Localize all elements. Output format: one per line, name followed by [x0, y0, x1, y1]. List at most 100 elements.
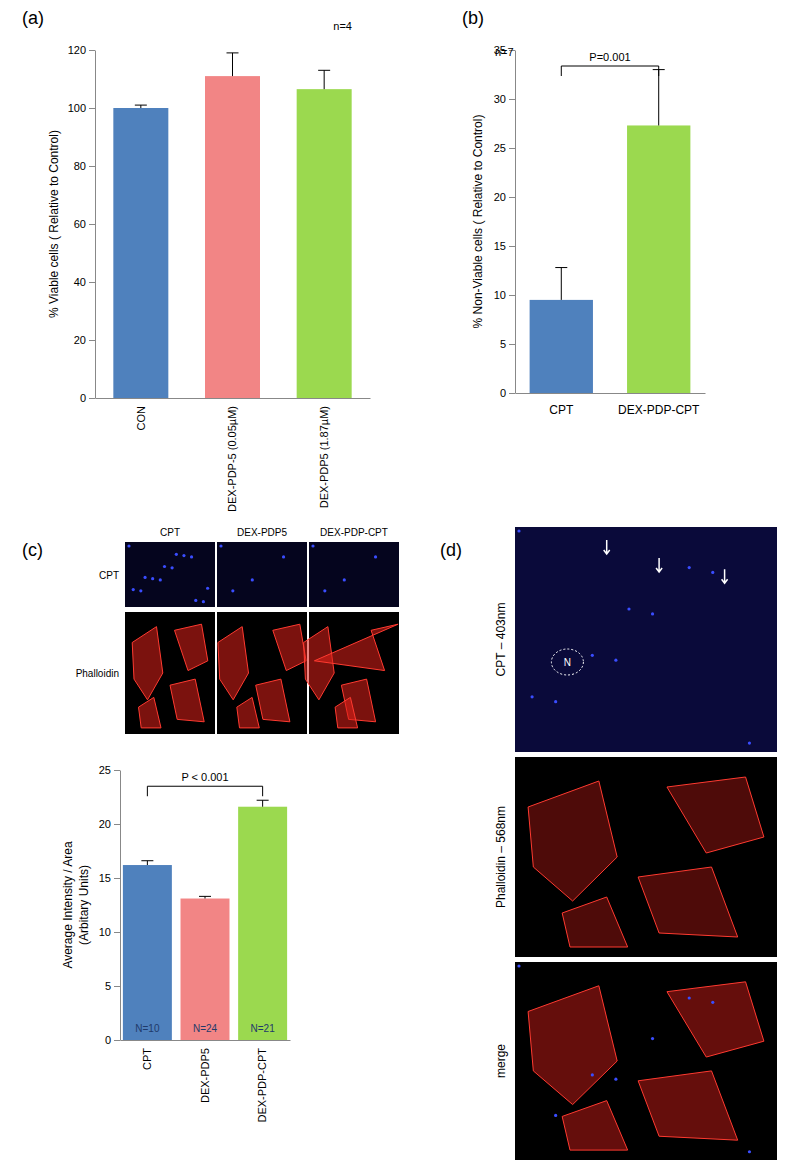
y-axis: 0510152025: [99, 764, 121, 1046]
fluorescent-dot: [139, 589, 142, 592]
fluorescent-dot: [711, 571, 714, 574]
cell-shape: [273, 624, 306, 670]
error-cap: [555, 267, 567, 268]
image-panel: (c)CPTDEX-PDP5DEX-PDP-CPTCPTPhalloidin: [22, 527, 399, 734]
tick: 100: [68, 102, 95, 114]
category-label: DEX-PDP-CPT: [256, 1048, 268, 1123]
tick-mark: [89, 340, 95, 341]
category-label: CPT: [549, 403, 574, 417]
error-bar: [141, 861, 153, 865]
fluorescent-dot: [711, 1001, 714, 1004]
error-bar: [318, 70, 330, 89]
tick-mark: [89, 50, 95, 51]
tick-label: 40: [74, 276, 86, 288]
fluorescent-dot: [374, 555, 377, 558]
axis-line: [120, 771, 121, 1041]
tick-mark: [509, 246, 515, 247]
image-panel: (d)CPT – 403nmNPhalloidin – 568nmmerge: [440, 527, 777, 1160]
tick: 10: [494, 289, 515, 301]
fluorescent-dot: [343, 578, 346, 581]
fluorescent-dot: [182, 554, 185, 557]
error-bar: [555, 268, 567, 300]
micrograph: [125, 542, 215, 607]
tick-mark: [509, 148, 515, 149]
axis-title: % Viable cells ( Relative to Control): [47, 130, 61, 318]
category-label: DEX-PDP5: [199, 1048, 211, 1103]
panel-label: (a): [22, 8, 44, 28]
tick: 5: [105, 980, 120, 992]
cell-shape: [667, 982, 764, 1057]
fluorescent-dot: [748, 742, 751, 745]
panel-label: (d): [440, 540, 462, 560]
axis-title: % Non-Viable cells ( Relative to Control…: [471, 115, 485, 329]
cell-shape: [256, 679, 290, 722]
x-axis: CPT DEX-PDP-CPT: [516, 394, 706, 417]
micrograph: [217, 542, 307, 607]
tick-label: 0: [500, 387, 506, 399]
fluorescent-dot: [190, 555, 193, 558]
error-cap: [227, 52, 239, 53]
fluorescent-dot: [282, 555, 285, 558]
x-axis: CONDEX-PDP-5 (0.05µM)DEX-PDP5 (1.87µM): [96, 399, 371, 512]
tick-label: 20: [99, 818, 111, 830]
error-cap: [141, 860, 153, 861]
error-cap: [318, 70, 330, 71]
tick-mark: [89, 108, 95, 109]
tick-label: 120: [68, 44, 86, 56]
error-cap: [199, 896, 211, 897]
tick: 20: [494, 191, 515, 203]
fluorescent-dot: [517, 529, 520, 532]
tick: 0: [500, 387, 515, 399]
row-label: Phalloidin: [76, 668, 119, 679]
y-axis: 05101520253035: [494, 44, 516, 399]
tick: 15: [494, 240, 515, 252]
nucleus-outline: [551, 649, 583, 675]
axis-line: [96, 398, 371, 399]
axis-line: [515, 51, 516, 394]
tick: 40: [74, 276, 95, 288]
fluorescent-dot: [231, 589, 234, 592]
fluorescent-dot: [311, 544, 314, 547]
error-stem: [147, 861, 148, 865]
axis-title: Average Intensity / Area: [61, 841, 75, 969]
error-bar: [199, 896, 211, 898]
tick-label: 0: [105, 1034, 111, 1046]
fluorescent-dot: [614, 1078, 617, 1081]
fluorescent-dot: [517, 964, 520, 967]
fluorescent-dot: [688, 566, 691, 569]
tick-label: 80: [74, 160, 86, 172]
fluorescent-dot: [175, 553, 178, 556]
tick-label: 5: [105, 980, 111, 992]
bar-count-label: N=24: [193, 1023, 218, 1034]
fluorescent-dot: [127, 544, 130, 547]
tick-mark: [509, 393, 515, 394]
tick: DEX-PDP-CPT: [618, 403, 700, 417]
arrow: [604, 540, 610, 554]
tick-mark: [114, 878, 120, 879]
row-label: CPT: [99, 570, 119, 581]
cell-shape: [132, 627, 163, 700]
error-stem: [561, 268, 562, 300]
significance-label: P < 0.001: [181, 771, 228, 783]
plot-area: [113, 53, 351, 398]
annotation: n=4: [333, 20, 352, 32]
tick: 15: [99, 872, 120, 884]
tick: 20: [99, 818, 120, 830]
tick-mark: [509, 197, 515, 198]
cell-shape: [638, 1071, 738, 1140]
panel-label: (c): [22, 540, 43, 560]
cell-shape: [562, 897, 628, 947]
cell-shape: [175, 624, 208, 670]
cell-shape: [237, 697, 259, 728]
category-label: DEX-PDP5 (1.87µM): [318, 406, 330, 508]
fluorescent-dot: [591, 1073, 594, 1076]
fluorescent-dot: [530, 695, 533, 698]
fluorescent-dot: [163, 565, 166, 568]
cell-shape: [170, 679, 204, 722]
tick-mark: [114, 770, 120, 771]
error-cap: [257, 800, 269, 801]
significance-label: P=0.001: [589, 51, 630, 63]
cell-shape: [562, 1101, 628, 1151]
axis-line: [95, 51, 96, 399]
tick: 60: [74, 218, 95, 230]
